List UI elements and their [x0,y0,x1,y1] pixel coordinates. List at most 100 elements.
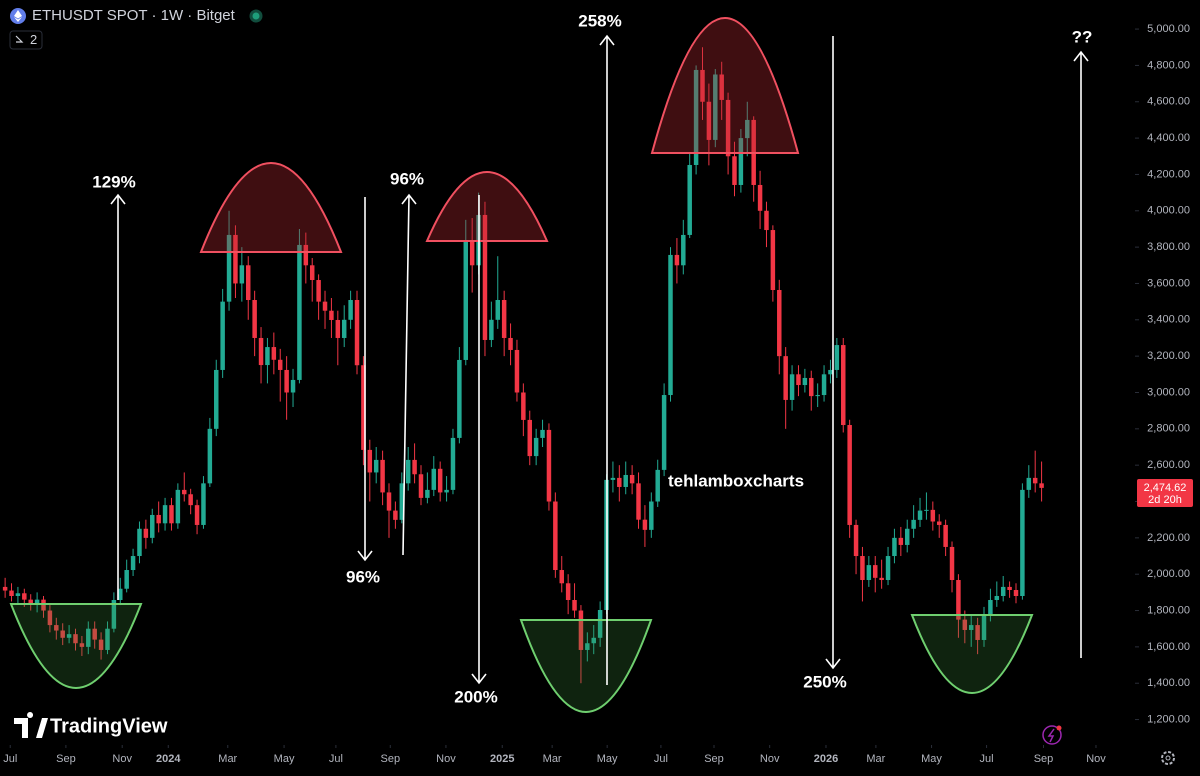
candle-body [841,345,846,426]
alert-icon-glyph [1047,728,1055,743]
indicator-toggle[interactable] [9,30,43,50]
candle-body [757,184,763,211]
candle-body [143,528,149,538]
arrow [357,197,373,562]
candle-body [885,556,891,581]
candle-body [700,69,705,102]
candle-body [246,265,251,300]
candle-body [988,599,993,615]
x-tick-label: Mar [543,753,562,765]
y-tick-label: 2,800.00 [1147,423,1190,435]
candle-body [34,599,40,604]
candle-body [706,101,712,140]
x-tick-label: Nov [112,753,132,765]
candle-body [578,610,584,650]
arrow [401,193,417,556]
candle-body [559,570,564,584]
candle-body [930,509,936,522]
candle-body [994,596,1000,600]
candle-body [194,505,200,525]
candle-body [303,244,309,266]
candle-body [399,483,405,520]
candle-body [86,628,91,647]
candle-body [450,437,456,490]
candle-body [527,419,532,457]
x-tick-label: Nov [436,753,456,765]
annotation: 96% [346,567,380,586]
x-tick-label: Sep [1034,753,1054,765]
candle-body [188,494,193,506]
candle-body [713,74,718,140]
candle-body [469,240,475,266]
y-tick-label: 3,800.00 [1147,241,1190,253]
alert-icon[interactable] [1042,725,1062,745]
settings-icon[interactable] [1161,751,1175,765]
candle-body [22,593,27,600]
candle-body [860,556,865,581]
candle-body [674,254,680,266]
candle-body [380,459,385,493]
candle-body [1020,489,1025,596]
y-tick-label: 1,200.00 [1147,713,1190,725]
candle-body [41,599,46,611]
x-tick-label: May [597,753,618,765]
candle-body [719,74,724,100]
candle-body [655,469,660,502]
candle-body [60,630,65,638]
indicator-count[interactable]: 2 [30,32,37,47]
candle-body [764,210,769,231]
x-tick-label: Nov [1086,753,1106,765]
candle-body [316,280,321,302]
candle-body [156,514,161,524]
candle-body [866,565,872,581]
candle-body [521,392,526,420]
candle-body [924,509,929,511]
candle-body [917,510,923,520]
annotation: 129% [92,172,135,191]
candle-body [28,599,33,604]
x-tick-label: Jul [329,753,343,765]
candle-body [904,528,910,545]
candle-body [745,119,750,139]
candle-body [879,577,884,581]
y-tick-label: 2,200.00 [1147,532,1190,544]
candle-body [687,164,692,235]
candle-body [828,369,833,375]
candle-body [271,347,277,360]
candle-body [322,301,328,311]
candle-body [495,299,501,320]
candle-body [796,374,801,386]
candle-body [258,337,264,366]
annotation: 258% [578,11,621,30]
candle-body [553,501,558,571]
candle-body [572,599,577,611]
arrows [110,34,1089,685]
candles [2,47,1044,684]
arrow [110,193,126,600]
candle-body [847,425,852,525]
y-tick-label: 2,000.00 [1147,568,1190,580]
candle-body [111,599,117,629]
candle-body [373,459,379,473]
candle-body [201,483,206,525]
candle-body [853,524,859,557]
brand-logo [14,712,48,738]
candle-body [629,474,635,484]
candle-body [393,510,398,520]
candle-body [968,625,974,630]
x-tick-label: Sep [380,753,400,765]
candle-body [943,524,948,547]
candle-body [98,639,104,650]
bottom-zone [519,619,653,713]
candle-body [533,437,539,457]
candle-body [815,395,820,397]
candle-body [834,345,840,370]
candle-body [802,377,808,386]
candle-body [668,254,673,396]
candle-body [137,528,142,557]
candle-body [661,395,667,470]
candle-body [297,244,302,380]
candle-body [975,625,980,640]
